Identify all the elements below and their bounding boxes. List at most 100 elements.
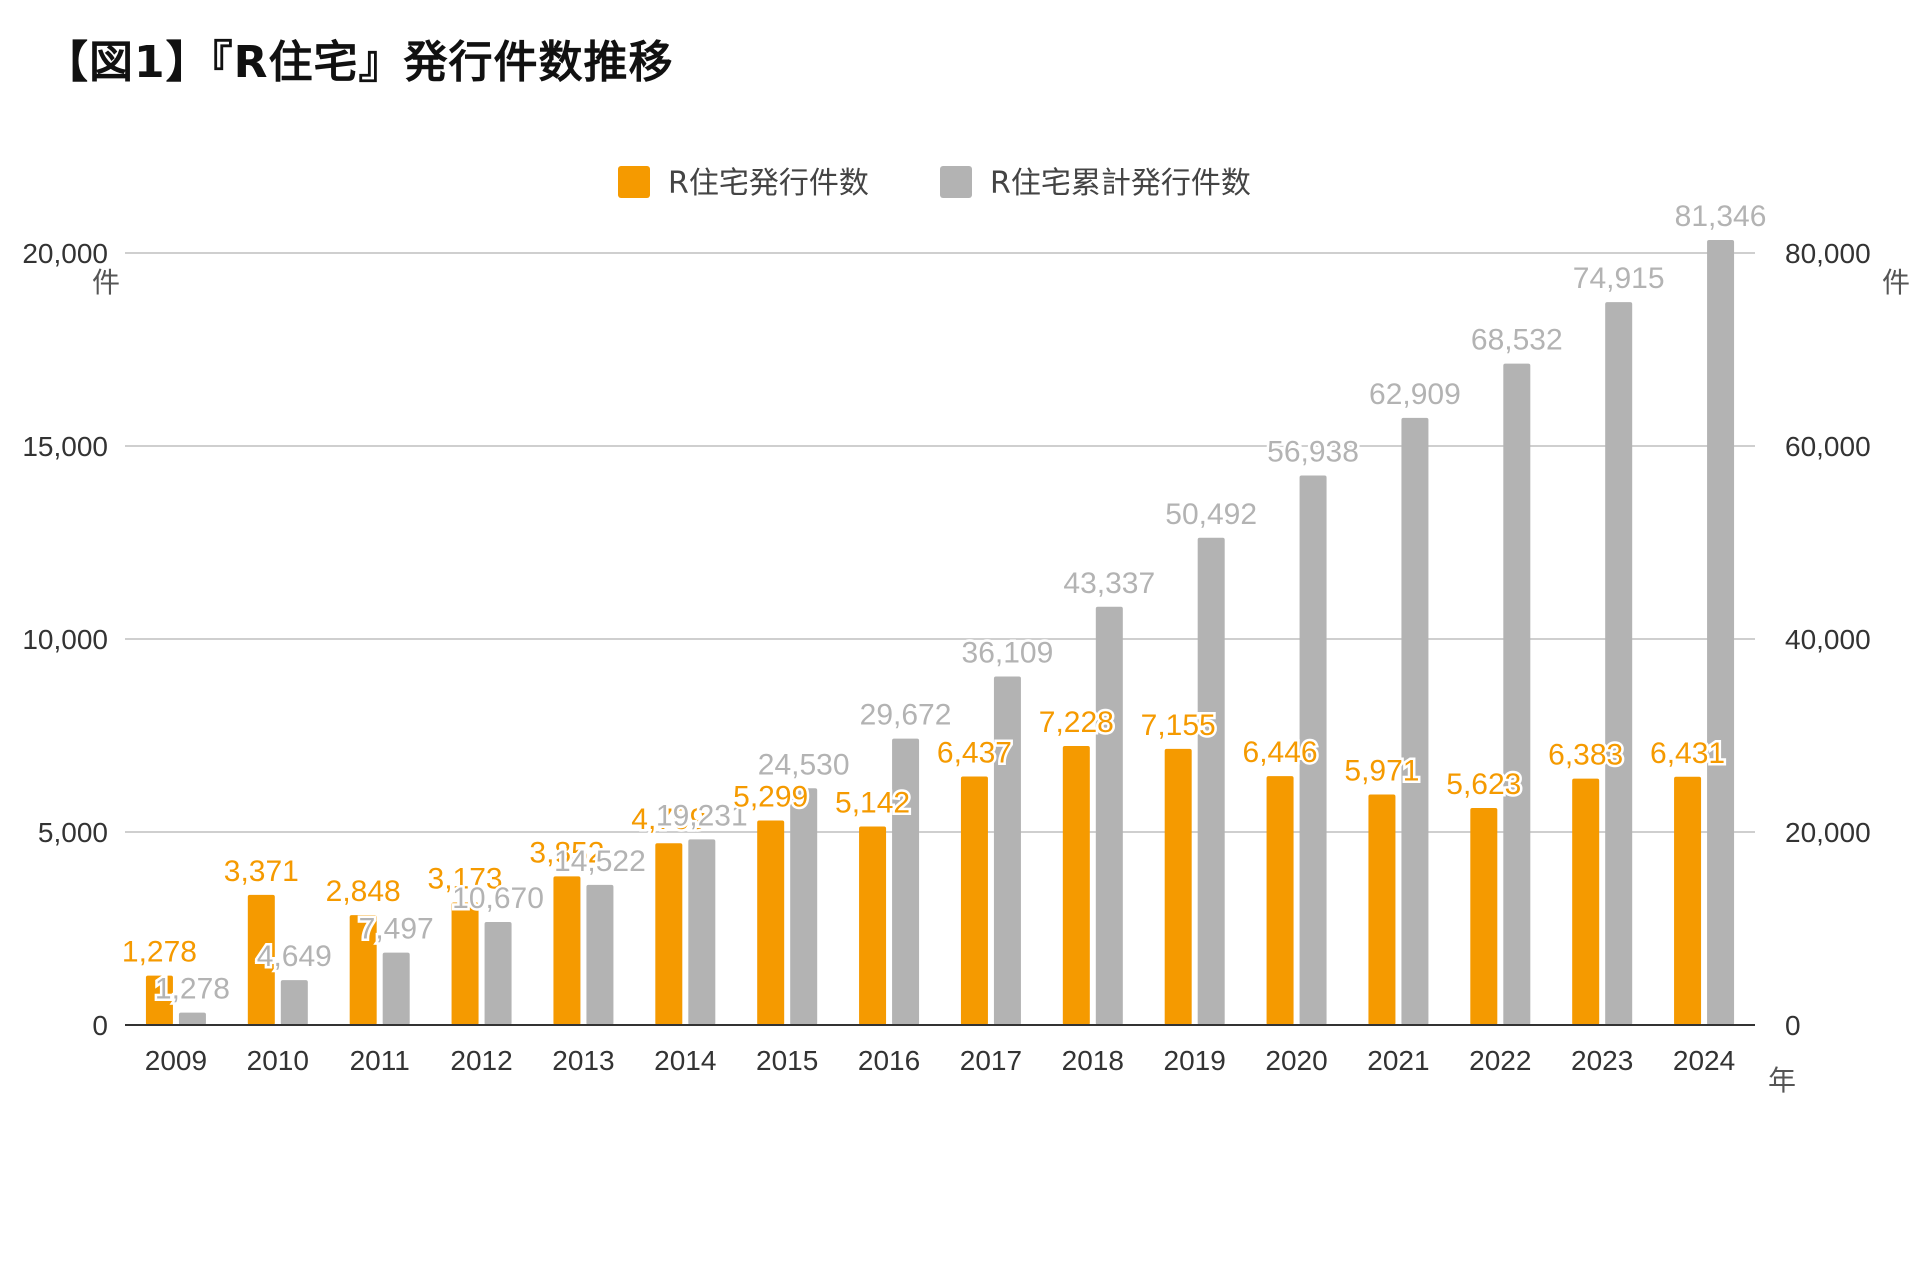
data-label-cumulative: 74,915: [1573, 262, 1665, 295]
bar-issued[interactable]: [247, 894, 275, 1025]
left-tick-label: 10,000: [22, 624, 108, 655]
bar-cumulative[interactable]: [1299, 475, 1327, 1025]
data-label-cumulative: 68,532: [1471, 324, 1563, 357]
data-label-cumulative: 1,278: [155, 973, 230, 1006]
bar-issued[interactable]: [1062, 745, 1090, 1025]
data-label-cumulative: 43,337: [1063, 567, 1155, 600]
x-tick-label: 2021: [1367, 1045, 1429, 1076]
right-tick-label: 80,000: [1785, 238, 1871, 269]
data-label-issued: 3,371: [224, 855, 299, 888]
data-label-issued: 6,446: [1243, 736, 1318, 769]
left-tick-label: 0: [92, 1010, 108, 1041]
left-tick-label: 5,000: [38, 817, 108, 848]
bar-cumulative[interactable]: [688, 839, 716, 1025]
legend-swatch-cumulative[interactable]: [940, 166, 972, 198]
data-label-cumulative: 81,346: [1675, 200, 1767, 233]
data-label-cumulative: 50,492: [1165, 498, 1257, 531]
page-title: 【図1】『R住宅』発行件数推移: [44, 37, 674, 88]
bar-issued[interactable]: [1572, 778, 1600, 1025]
right-tick-label: 40,000: [1785, 624, 1871, 655]
x-axis-unit: 年: [1768, 1064, 1796, 1097]
bar-issued[interactable]: [145, 975, 173, 1025]
right-tick-label: 0: [1785, 1010, 1801, 1041]
bar-cumulative[interactable]: [484, 922, 512, 1025]
data-label-issued: 2,848: [326, 875, 401, 908]
bar-issued[interactable]: [1266, 776, 1294, 1025]
data-label-issued: 4,709: [631, 803, 706, 836]
data-label-issued: 6,431: [1650, 737, 1725, 770]
bar-issued[interactable]: [859, 826, 887, 1025]
left-tick-label: 20,000: [22, 238, 108, 269]
bar-issued[interactable]: [757, 820, 785, 1025]
bar-cumulative[interactable]: [586, 884, 614, 1025]
bar-cumulative[interactable]: [1707, 240, 1735, 1025]
x-tick-label: 2009: [145, 1045, 207, 1076]
data-label-cumulative: 62,909: [1369, 378, 1461, 411]
data-label-issued: 6,437: [937, 737, 1012, 770]
data-label-issued: 5,142: [835, 787, 910, 820]
x-tick-label: 2013: [552, 1045, 614, 1076]
bar-issued[interactable]: [1164, 748, 1192, 1025]
left-axis-unit: 件: [92, 266, 120, 299]
data-label-cumulative: 19,231: [656, 799, 748, 832]
x-tick-label: 2020: [1265, 1045, 1327, 1076]
bar-issued[interactable]: [451, 902, 479, 1025]
right-tick-label: 60,000: [1785, 431, 1871, 462]
data-label-cumulative: 36,109: [962, 637, 1054, 670]
x-tick-label: 2015: [756, 1045, 818, 1076]
x-tick-label: 2018: [1062, 1045, 1124, 1076]
bar-issued[interactable]: [960, 776, 988, 1025]
x-tick-label: 2016: [858, 1045, 920, 1076]
legend-label-issued[interactable]: R住宅発行件数: [668, 166, 869, 201]
left-tick-label: 15,000: [22, 431, 108, 462]
bar-cumulative[interactable]: [1401, 417, 1429, 1025]
x-tick-label: 2017: [960, 1045, 1022, 1076]
right-axis-unit: 件: [1882, 266, 1910, 299]
bar-issued[interactable]: [349, 915, 377, 1025]
data-label-cumulative: 24,530: [758, 748, 850, 781]
x-tick-label: 2019: [1164, 1045, 1226, 1076]
bar-cumulative[interactable]: [1503, 363, 1531, 1025]
legend-label-cumulative[interactable]: R住宅累計発行件数: [990, 166, 1251, 201]
bar-cumulative[interactable]: [382, 952, 410, 1025]
bar-cumulative[interactable]: [993, 676, 1021, 1025]
bar-cumulative[interactable]: [790, 788, 818, 1025]
data-label-issued: 7,155: [1141, 709, 1216, 742]
bar-cumulative[interactable]: [1605, 302, 1633, 1025]
bar-cumulative[interactable]: [178, 1012, 206, 1025]
data-label-cumulative: 7,497: [359, 913, 434, 946]
data-label-issued: 5,623: [1446, 768, 1521, 801]
bar-cumulative[interactable]: [1095, 606, 1123, 1025]
data-label-cumulative: 10,670: [452, 882, 544, 915]
bars: [145, 240, 1735, 1025]
bar-issued[interactable]: [655, 843, 683, 1025]
data-label-issued: 3,852: [529, 836, 604, 869]
legend[interactable]: R住宅発行件数 R住宅累計発行件数: [618, 166, 1251, 201]
data-label-issued: 3,173: [428, 863, 503, 896]
bar-cumulative[interactable]: [1197, 537, 1225, 1025]
x-tick-label: 2022: [1469, 1045, 1531, 1076]
x-tick-label: 2012: [450, 1045, 512, 1076]
data-label-cumulative: 29,672: [860, 699, 952, 732]
data-label-cumulative: 56,938: [1267, 436, 1359, 469]
data-label-cumulative: 14,522: [554, 845, 646, 878]
bar-issued[interactable]: [1470, 807, 1498, 1025]
bar-issued[interactable]: [1674, 776, 1702, 1025]
data-label-issued: 7,228: [1039, 706, 1114, 739]
axes: 0 5,000 10,000 15,000 20,000 0 20,000 40,000 60,…: [22, 238, 1910, 1097]
bar-issued[interactable]: [1368, 794, 1396, 1025]
data-label-issued: 6,383: [1548, 739, 1623, 772]
bar-cumulative[interactable]: [280, 980, 308, 1025]
data-labels: 1,278 1,278 3,371 4,649 2,848 7,497 3,17310,67…: [119, 198, 1769, 1009]
x-tick-label: 2023: [1571, 1045, 1633, 1076]
right-tick-label: 20,000: [1785, 817, 1871, 848]
legend-swatch-issued[interactable]: [618, 166, 650, 198]
data-label-issued: 1,278: [122, 936, 197, 969]
x-tick-label: 2010: [247, 1045, 309, 1076]
bar-issued[interactable]: [553, 876, 581, 1025]
data-label-issued: 5,971: [1344, 755, 1419, 788]
x-tick-label: 2011: [350, 1045, 410, 1076]
bar-cumulative[interactable]: [892, 738, 920, 1025]
x-tick-label: 2024: [1673, 1045, 1735, 1076]
